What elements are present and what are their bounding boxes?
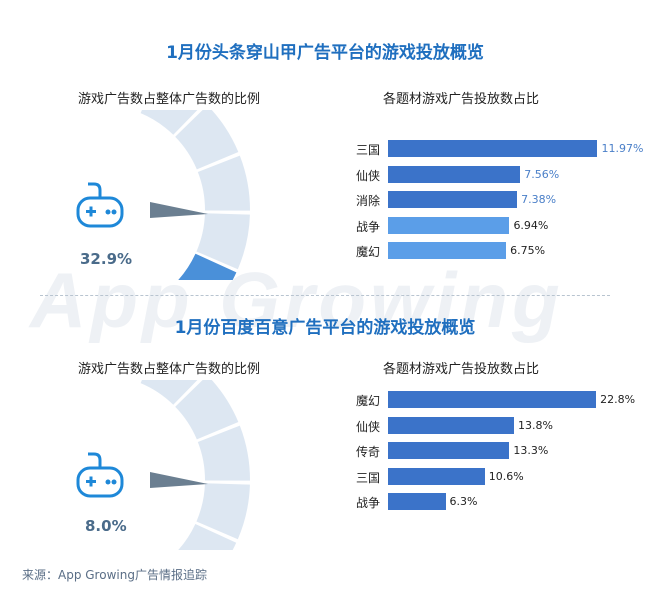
bar-category-label: 战争 (355, 219, 380, 234)
source-note: 来源：App Growing广告情报追踪 (22, 568, 207, 582)
gauge-chart-2 (76, 380, 250, 550)
bar (388, 242, 507, 259)
bar (388, 493, 446, 510)
gauge-title-1: 游戏广告数占整体广告数的比例 (78, 92, 261, 107)
gauge-title-2: 游戏广告数占整体广告数的比例 (78, 362, 261, 377)
gauge-segment (197, 425, 250, 481)
gauge-segment (140, 110, 198, 135)
bar (388, 467, 485, 485)
gauge-segment (175, 380, 239, 440)
bar-value-label: 11.97% (601, 142, 644, 155)
bar (388, 191, 518, 208)
bar-category-label: 战争 (355, 496, 380, 510)
gauge-chart-1 (76, 110, 250, 280)
section-title-1: 1月份头条穿山甲广告平台的游戏投放概览 (166, 43, 484, 63)
needle-gap (144, 470, 148, 490)
gauge-segment (175, 110, 239, 170)
gauge-segment (196, 213, 250, 270)
gauge-segment (178, 523, 237, 550)
bar (388, 416, 514, 434)
gauge-fill (178, 253, 237, 280)
gamepad-icon (76, 182, 124, 228)
bar-category-label: 仙侠 (355, 419, 380, 434)
bar-category-label: 仙侠 (355, 168, 380, 183)
bar-value-label: 6.94% (513, 218, 549, 232)
gauge-needle (150, 472, 208, 488)
bar-value-label: 6.3% (449, 495, 478, 508)
bar (388, 442, 510, 459)
bar (388, 140, 598, 157)
gauge-percent-1: 32.9% (80, 250, 133, 268)
bars-title-2: 各题材游戏广告投放数占比 (383, 362, 540, 377)
section-divider (40, 295, 610, 296)
bar-value-label: 10.6% (488, 469, 524, 483)
bar-value-label: 7.56% (524, 167, 560, 181)
bar-category-label: 三国 (355, 470, 380, 485)
bar-value-label: 13.3% (513, 444, 549, 457)
bar-value-label: 22.8% (600, 393, 636, 406)
needle-gap (144, 200, 148, 220)
bar-value-label: 6.75% (510, 244, 546, 257)
gauge-segment (197, 155, 250, 211)
bar (388, 165, 521, 183)
bar-value-label: 13.8% (518, 418, 553, 432)
bar (388, 391, 597, 408)
gamepad-icon (76, 452, 124, 498)
bar-category-label: 三国 (355, 143, 380, 157)
bar-chart-2: 魔幻 22.8% 仙侠 13.8% 传奇 13.3% 三国 10.6% 战争 6.3% (330, 391, 635, 521)
gauge-segment (196, 483, 250, 540)
bar-category-label: 消除 (355, 194, 380, 208)
bar-category-label: 传奇 (355, 445, 380, 459)
bar-chart-1: 三国 11.97% 仙侠 7.56% 消除 7.38% 战争 6.94% 魔幻 6.75% (330, 140, 643, 270)
bar-category-label: 魔幻 (355, 394, 380, 408)
section-title-2: 1月份百度百意广告平台的游戏投放概览 (174, 318, 476, 338)
bars-title-1: 各题材游戏广告投放数占比 (383, 92, 540, 107)
gauge-segment (140, 380, 198, 405)
bar-category-label: 魔幻 (355, 245, 380, 259)
gauge-percent-2: 8.0% (85, 517, 127, 535)
bar-value-label: 7.38% (521, 193, 557, 206)
bar (388, 216, 510, 234)
gauge-needle (150, 202, 208, 218)
